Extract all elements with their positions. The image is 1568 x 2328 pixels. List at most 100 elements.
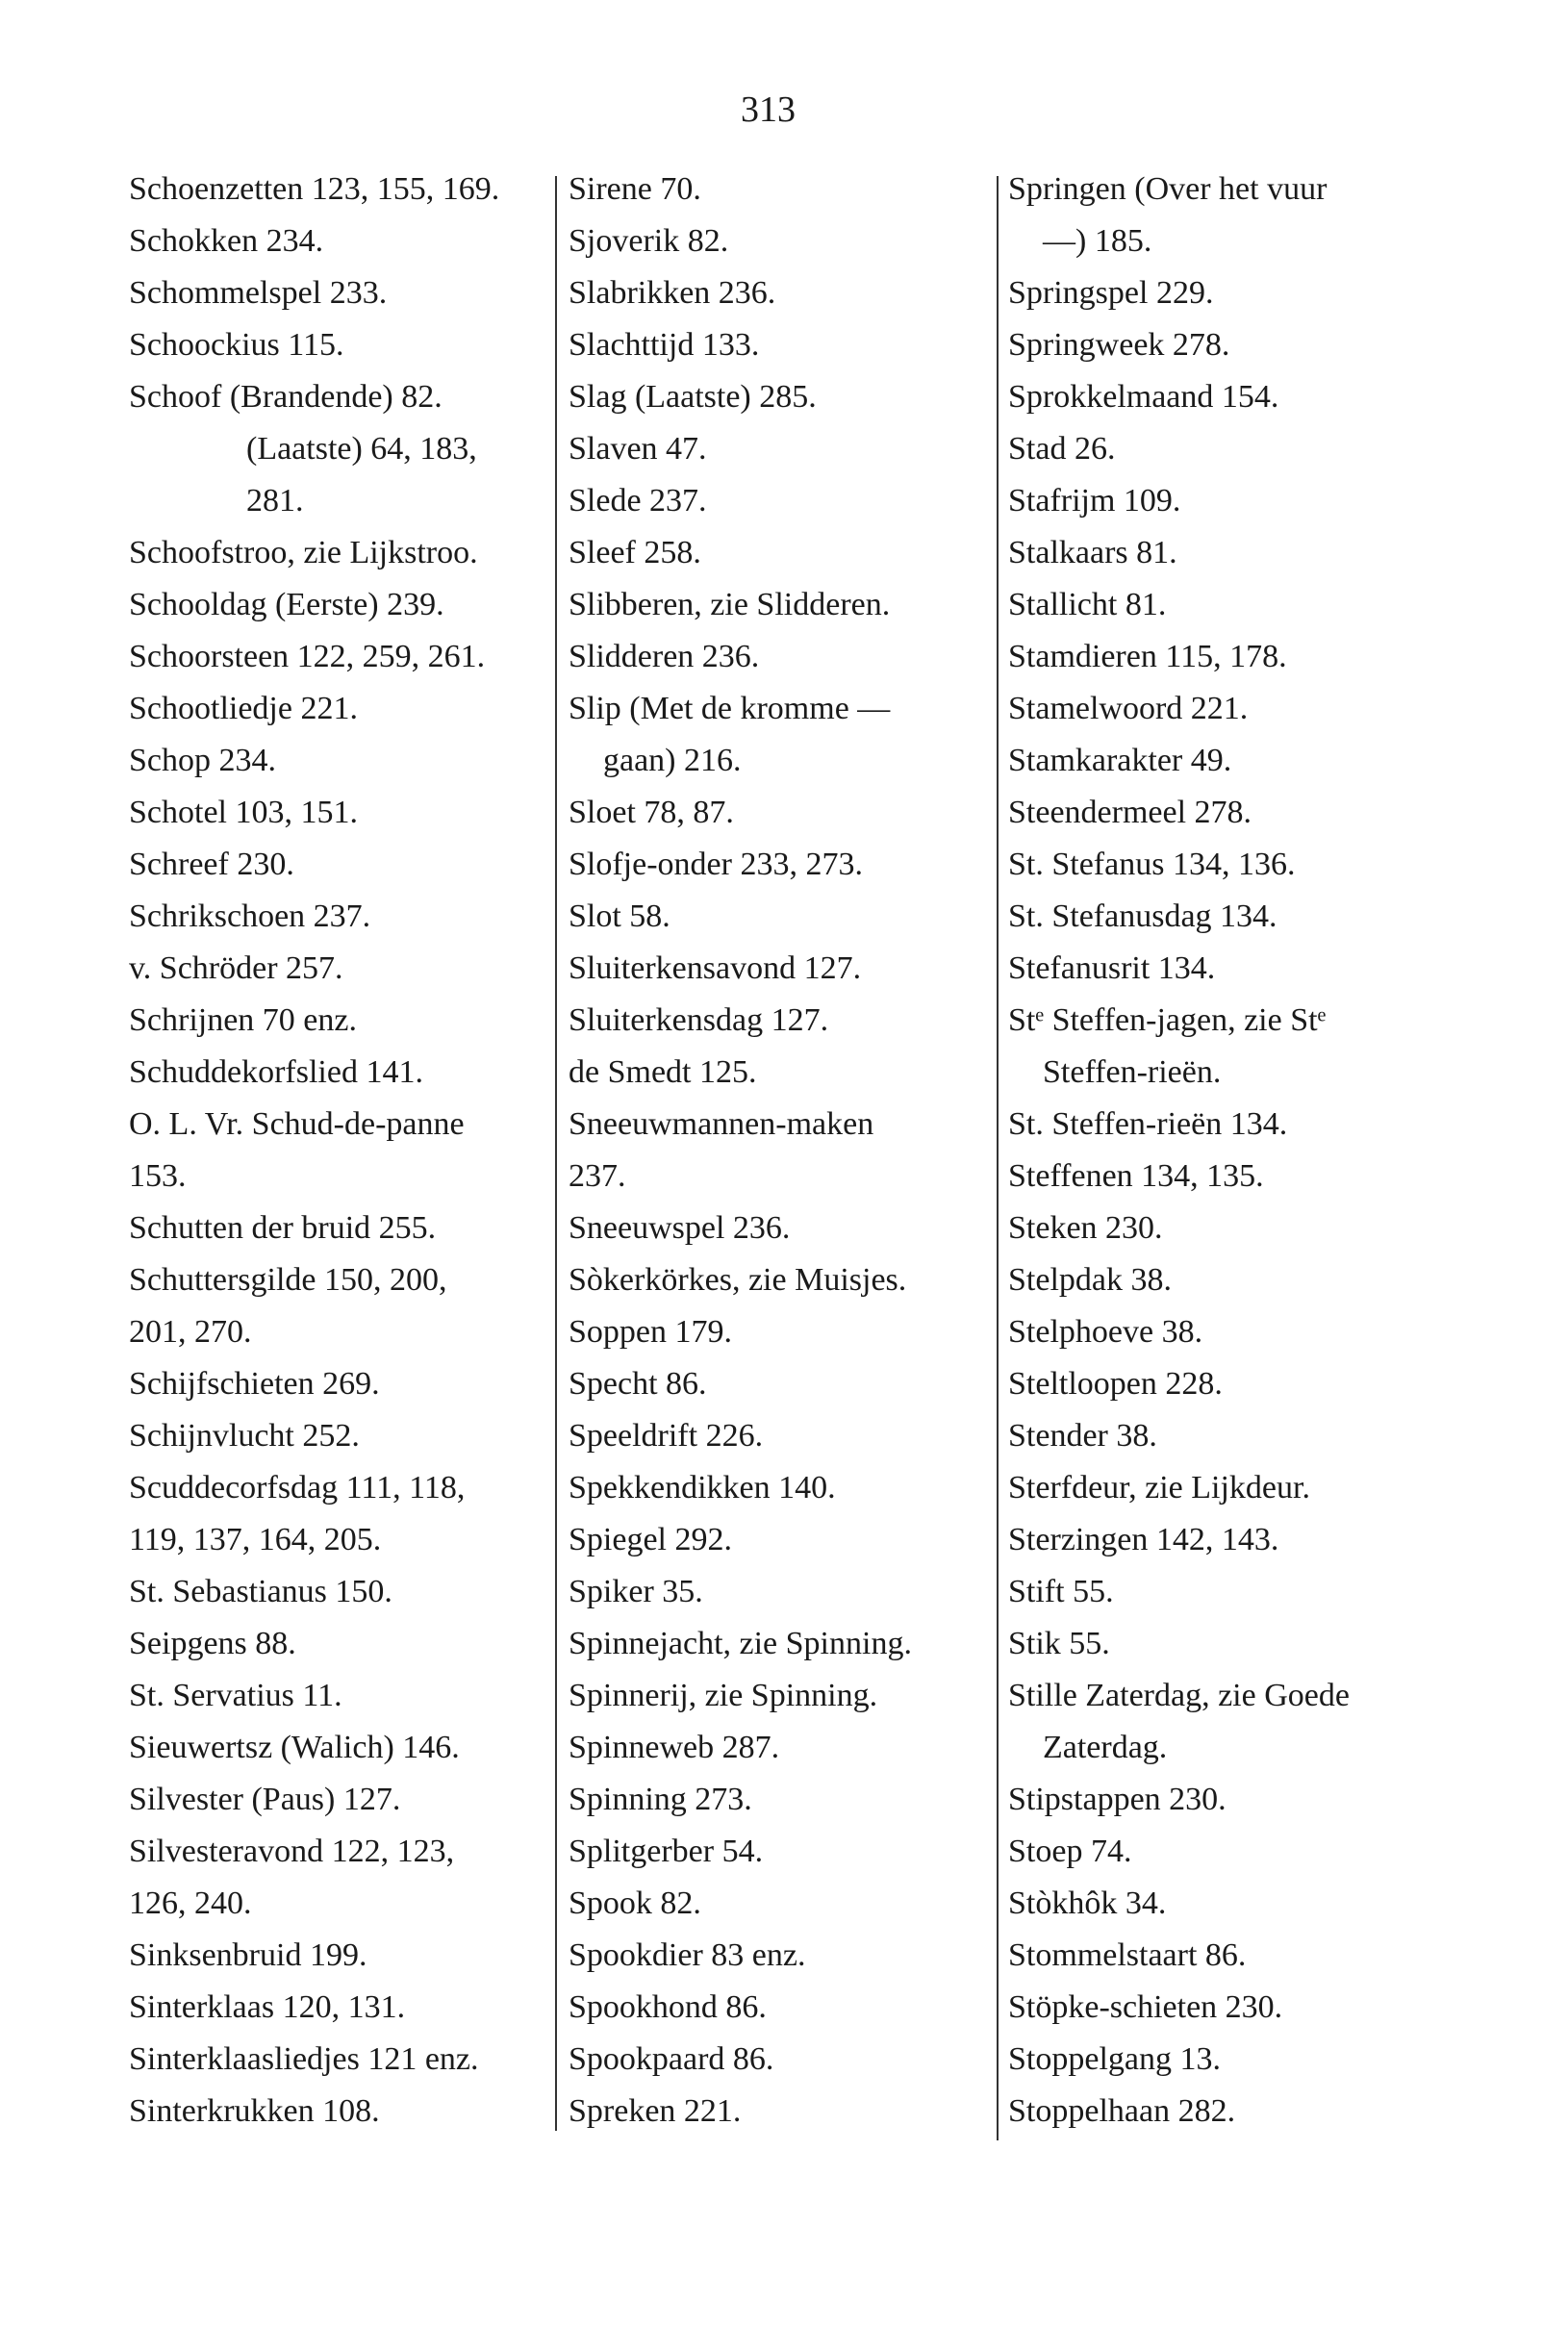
index-entry: Stalkaars 81.: [1008, 535, 1177, 570]
index-entry: 281.: [246, 483, 304, 519]
index-entry: Schooldag (Eerste) 239.: [129, 587, 444, 622]
index-entry: Spiker 35.: [569, 1574, 703, 1609]
index-entry: Schoof (Brandende) 82.: [129, 379, 443, 415]
index-entry: gaan) 216.: [603, 743, 742, 778]
index-entry: Schoockius 115.: [129, 327, 344, 363]
index-entry: Specht 86.: [569, 1366, 707, 1402]
index-entry: Schoorsteen 122, 259, 261.: [129, 639, 486, 674]
index-entry: Spookhond 86.: [569, 1989, 767, 2025]
index-column-3: Springen (Over het vuur —) 185. Springspel…: [1008, 164, 1431, 2138]
index-entry: 201, 270.: [129, 1314, 252, 1350]
index-entry: Spekkendikken 140.: [569, 1470, 836, 1506]
index-entry: Sloet 78, 87.: [569, 795, 734, 830]
index-entry: O. L. Vr. Schud-de-panne: [129, 1106, 465, 1142]
index-entry: Sleef 258.: [569, 535, 701, 570]
index-entry: St. Sebastianus 150.: [129, 1574, 392, 1609]
index-entry: Spookpaard 86.: [569, 2041, 774, 2077]
index-entry: Sinterkrukken 108.: [129, 2093, 380, 2129]
index-entry: Schutten der bruid 255.: [129, 1210, 437, 1246]
index-entry: Stoppelhaan 282.: [1008, 2093, 1236, 2129]
index-entry: Stafrijm 109.: [1008, 483, 1181, 519]
index-entry: Stad 26.: [1008, 431, 1116, 467]
index-entry: Slofje-onder 233, 273.: [569, 847, 863, 882]
index-entry: Spook 82.: [569, 1885, 701, 1921]
index-entry: Soppen 179.: [569, 1314, 732, 1350]
index-entry: Spreken 221.: [569, 2093, 742, 2129]
index-entry: Sprokkelmaand 154.: [1008, 379, 1279, 415]
index-entry: Stefanusrit 134.: [1008, 950, 1216, 986]
index-entry: de Smedt 125.: [569, 1054, 757, 1090]
index-entry: Stift 55.: [1008, 1574, 1114, 1609]
index-entry: Schoenzetten 123, 155, 169.: [129, 171, 500, 207]
index-entry: Sjoverik 82.: [569, 223, 729, 259]
index-entry: Stòkhôk 34.: [1008, 1885, 1167, 1921]
index-entry: v. Schröder 257.: [129, 950, 343, 986]
index-column-2: Sirene 70. Sjoverik 82. Slabrikken 236. Sla…: [569, 164, 982, 2138]
index-entry: St. Servatius 11.: [129, 1678, 342, 1713]
index-entry: St. Steffen-rieën 134.: [1008, 1106, 1288, 1142]
index-entry: Schotel 103, 151.: [129, 795, 358, 830]
index-entry: Splitgerber 54.: [569, 1834, 764, 1869]
index-entry: Spinnejacht, zie Spinning.: [569, 1626, 912, 1661]
index-entry: Slachttijd 133.: [569, 327, 760, 363]
index-entry: Springweek 278.: [1008, 327, 1230, 363]
index-entry: Stommelstaart 86.: [1008, 1937, 1247, 1973]
index-entry: (Laatste) 64, 183,: [246, 431, 477, 467]
index-entry: Silvester (Paus) 127.: [129, 1782, 401, 1817]
index-entry: Schrikschoen 237.: [129, 898, 371, 934]
index-entry: Steken 230.: [1008, 1210, 1163, 1246]
index-entry: 126, 240.: [129, 1885, 252, 1921]
index-entry: Spinning 273.: [569, 1782, 752, 1817]
index-entry: Stoppelgang 13.: [1008, 2041, 1221, 2077]
index-entry: Sterfdeur, zie Lijkdeur.: [1008, 1470, 1310, 1506]
index-entry: Sinterklaasliedjes 121 enz.: [129, 2041, 479, 2077]
index-entry: Steffenen 134, 135.: [1008, 1158, 1264, 1194]
index-entry: Stelphoeve 38.: [1008, 1314, 1203, 1350]
index-column-1: Schoenzetten 123, 155, 169. Schokken 234.…: [129, 164, 543, 2138]
index-entry: Schuttersgilde 150, 200,: [129, 1262, 447, 1298]
index-entry: Slabrikken 236.: [569, 275, 776, 311]
index-entry: 153.: [129, 1158, 187, 1194]
index-entry: Sneeuwmannen-maken: [569, 1106, 874, 1142]
index-entry: Stille Zaterdag, zie Goede: [1008, 1678, 1350, 1713]
index-entry: Stᵉ Steffen-jagen, zie Stᵉ: [1008, 1002, 1327, 1038]
index-entry: Stelpdak 38.: [1008, 1262, 1172, 1298]
index-entry: Slidderen 236.: [569, 639, 760, 674]
index-entry: Springspel 229.: [1008, 275, 1214, 311]
index-entry: Schootliedje 221.: [129, 691, 358, 726]
index-entry: Sirene 70.: [569, 171, 701, 207]
index-entry: Schommelspel 233.: [129, 275, 388, 311]
index-entry: Steendermeel 278.: [1008, 795, 1252, 830]
column-divider-right: [997, 176, 999, 2140]
index-entry: St. Stefanus 134, 136.: [1008, 847, 1296, 882]
index-entry: Seipgens 88.: [129, 1626, 296, 1661]
index-entry: Schuddekorfslied 141.: [129, 1054, 423, 1090]
index-entry: Sterzingen 142, 143.: [1008, 1522, 1279, 1557]
index-entry: Slip (Met de kromme —: [569, 691, 891, 726]
index-entry: Schijfschieten 269.: [129, 1366, 380, 1402]
index-entry: Sieuwertsz (Walich) 146.: [129, 1730, 460, 1765]
index-entry: Sòkerkörkes, zie Muisjes.: [569, 1262, 907, 1298]
index-entry: Slaven 47.: [569, 431, 707, 467]
page-number: 313: [741, 89, 796, 130]
index-entry: Sluiterkensdag 127.: [569, 1002, 829, 1038]
index-entry: Sinksenbruid 199.: [129, 1937, 367, 1973]
index-entry: Schijnvlucht 252.: [129, 1418, 360, 1454]
index-entry: Slibberen, zie Slidderen.: [569, 587, 891, 622]
index-entry: Silvesteravond 122, 123,: [129, 1834, 455, 1869]
index-entry: 237.: [569, 1158, 626, 1194]
index-entry: Sneeuwspel 236.: [569, 1210, 791, 1246]
index-entry: Springen (Over het vuur: [1008, 171, 1328, 207]
index-entry: Speeldrift 226.: [569, 1418, 764, 1454]
index-entry: Slot 58.: [569, 898, 670, 934]
index-entry: Schoofstroo, zie Lijkstroo.: [129, 535, 478, 570]
index-entry: Stipstappen 230.: [1008, 1782, 1227, 1817]
index-entry: Stender 38.: [1008, 1418, 1157, 1454]
index-entry: Spinneweb 287.: [569, 1730, 780, 1765]
index-entry: 119, 137, 164, 205.: [129, 1522, 382, 1557]
index-entry: Schreef 230.: [129, 847, 294, 882]
index-entry: Sinterklaas 120, 131.: [129, 1989, 406, 2025]
index-entry: Stamelwoord 221.: [1008, 691, 1249, 726]
index-entry: Schop 234.: [129, 743, 276, 778]
index-entry: Zaterdag.: [1043, 1730, 1168, 1765]
